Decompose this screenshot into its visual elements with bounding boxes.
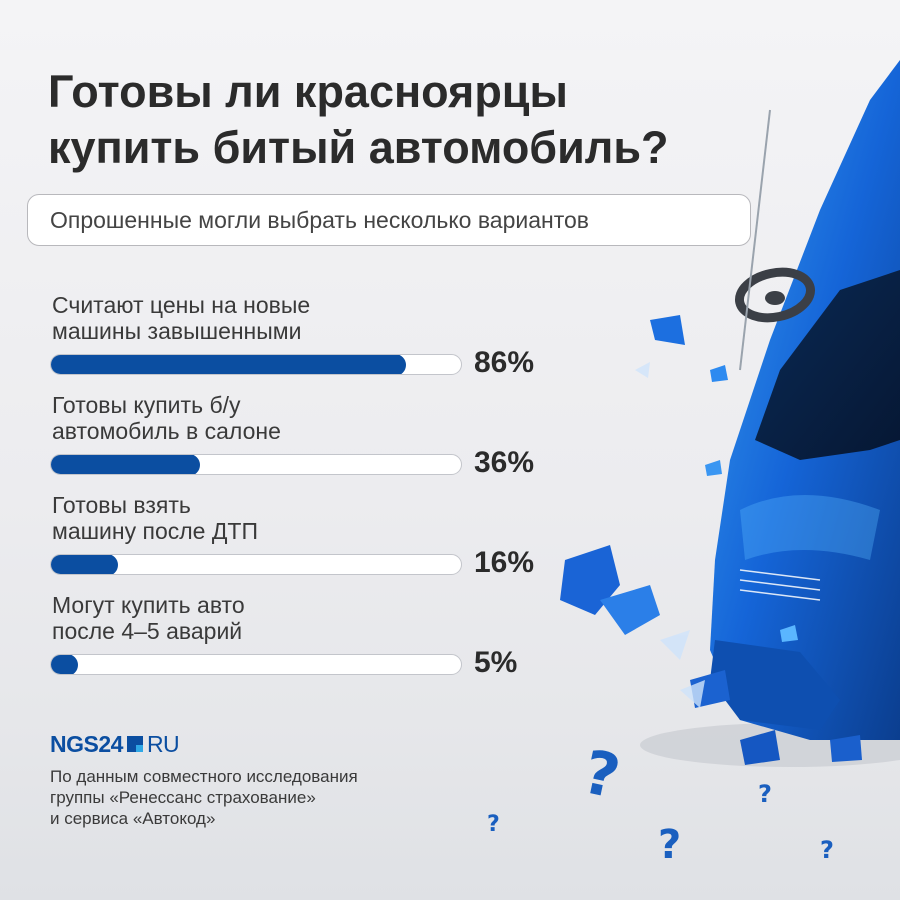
source-line-3: и сервиса «Автокод» [50, 809, 216, 828]
bar-track [50, 354, 462, 375]
crashed-car-illustration [560, 60, 900, 767]
bar-category-label: Готовы взять машину после ДТП [52, 492, 259, 544]
logo-domain: RU [146, 730, 180, 757]
bar-track [50, 554, 462, 575]
subtitle-box: Опрошенные могли выбрать несколько вариа… [27, 194, 751, 246]
source-note: По данным совместного исследования групп… [50, 766, 450, 829]
bar-track [50, 654, 462, 675]
bar-value-label: 5% [474, 646, 518, 679]
bar-fill [51, 355, 407, 374]
question-mark-icon: ? [758, 780, 772, 808]
question-mark-icon: ? [658, 822, 682, 868]
page-title: Готовы ли красноярцы купить битый автомо… [48, 64, 768, 176]
bar-category-label: Готовы купить б/у автомобиль в салоне [52, 392, 281, 444]
ngs24-logo: NGS24 RU [50, 730, 180, 757]
title-line-1: Готовы ли красноярцы [48, 66, 568, 117]
bar-value-label: 36% [474, 446, 535, 479]
source-line-1: По данным совместного исследования [50, 767, 358, 786]
bar-fill [51, 555, 118, 574]
question-mark-icon: ? [487, 812, 500, 837]
title-line-2: купить битый автомобиль? [48, 122, 669, 173]
logo-brand: NGS24 [50, 730, 123, 757]
source-line-2: группы «Ренессанс страхование» [50, 788, 316, 807]
bar-value-label: 86% [474, 346, 535, 379]
logo-square-icon [126, 736, 143, 752]
bar-value-label: 16% [474, 546, 535, 579]
question-mark-icon: ? [820, 836, 834, 864]
bar-track [50, 454, 462, 475]
bar-category-label: Считают цены на новые машины завышенными [52, 292, 311, 344]
subtitle-text: Опрошенные могли выбрать несколько вариа… [50, 206, 590, 233]
bar-fill [51, 655, 78, 674]
bar-category-label: Могут купить авто после 4–5 аварий [52, 592, 245, 644]
bar-fill [51, 455, 201, 474]
